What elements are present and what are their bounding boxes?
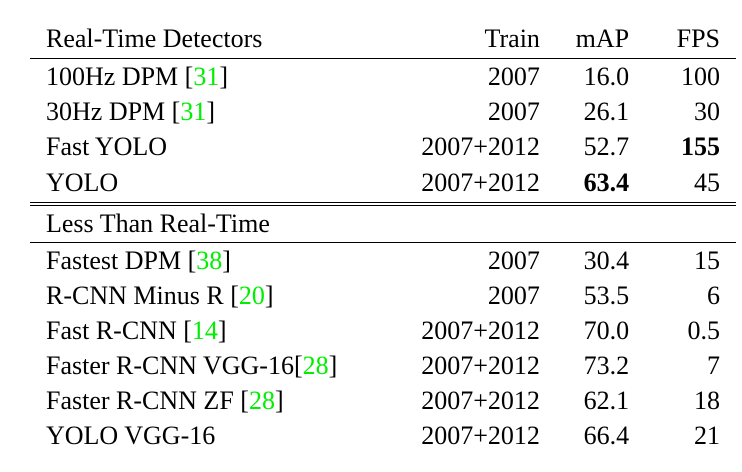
detector-name: Fast R-CNN [14] — [46, 315, 227, 345]
header-map: mAP — [539, 20, 630, 59]
detector-name: YOLO — [30, 164, 379, 206]
citation-link[interactable]: 28 — [248, 385, 275, 415]
detector-name: Faster R-CNN VGG-16[28] — [46, 350, 338, 380]
fps-cell: 21 — [694, 420, 720, 450]
table-row: YOLO 2007+2012 63.4 45 — [30, 164, 736, 206]
map-cell: 52.7 — [583, 131, 630, 161]
table-row: Fast YOLO 2007+2012 52.7 155 — [30, 129, 736, 164]
fps-cell-best: 155 — [681, 131, 720, 161]
citation-link[interactable]: 20 — [238, 280, 265, 310]
fps-cell: 100 — [681, 61, 720, 91]
train-cell: 2007 — [487, 280, 540, 310]
table-row: 30Hz DPM [31] 2007 26.1 30 — [30, 94, 736, 129]
map-cell: 26.1 — [583, 96, 630, 126]
detector-name: Fastest DPM [38] — [46, 245, 231, 275]
map-cell: 16.0 — [583, 61, 630, 91]
train-cell: 2007 — [487, 61, 540, 91]
table-row: YOLO VGG-16 2007+2012 66.4 21 — [30, 418, 736, 453]
citation-link[interactable]: 14 — [191, 315, 218, 345]
table-row: 100Hz DPM [31] 2007 16.0 100 — [30, 59, 736, 95]
citation-link[interactable]: 38 — [196, 245, 223, 275]
citation-link[interactable]: 31 — [180, 96, 207, 126]
train-cell: 2007 — [487, 245, 540, 275]
fps-cell: 18 — [694, 385, 720, 415]
detector-name: YOLO VGG-16 — [46, 420, 216, 450]
map-cell: 53.5 — [583, 280, 630, 310]
train-cell: 2007+2012 — [378, 164, 540, 206]
fps-cell: 7 — [707, 350, 720, 380]
fps-cell: 30 — [694, 96, 720, 126]
train-cell: 2007 — [487, 96, 540, 126]
header-train: Train — [378, 20, 540, 59]
fps-cell: 45 — [629, 164, 736, 206]
header-fps: FPS — [629, 20, 736, 59]
detector-name: 30Hz DPM [31] — [46, 96, 216, 126]
section-title: Less Than Real-Time — [30, 204, 379, 243]
header-detectors: Real-Time Detectors — [30, 20, 379, 59]
train-cell: 2007+2012 — [421, 131, 540, 161]
table-row: Fastest DPM [38] 2007 30.4 15 — [30, 243, 736, 279]
detector-name: R-CNN Minus R [20] — [46, 280, 274, 310]
map-cell: 66.4 — [583, 420, 630, 450]
map-cell: 62.1 — [583, 385, 630, 415]
fps-cell: 15 — [694, 245, 720, 275]
table-row: Faster R-CNN VGG-16[28] 2007+2012 73.2 7 — [30, 348, 736, 383]
detector-name: Faster R-CNN ZF [28] — [46, 385, 284, 415]
train-cell: 2007+2012 — [421, 385, 540, 415]
train-cell: 2007+2012 — [421, 350, 540, 380]
section-header-row: Less Than Real-Time — [30, 204, 736, 243]
table-row: R-CNN Minus R [20] 2007 53.5 6 — [30, 278, 736, 313]
citation-link[interactable]: 28 — [302, 350, 329, 380]
map-cell-best: 63.4 — [539, 164, 630, 206]
table-row: Faster R-CNN ZF [28] 2007+2012 62.1 18 — [30, 383, 736, 418]
fps-cell: 6 — [707, 280, 720, 310]
results-table-container: Real-Time Detectors Train mAP FPS 100Hz … — [30, 20, 736, 453]
map-cell: 70.0 — [583, 315, 630, 345]
citation-link[interactable]: 31 — [193, 61, 220, 91]
detector-comparison-table: Real-Time Detectors Train mAP FPS 100Hz … — [30, 20, 736, 453]
map-cell: 73.2 — [583, 350, 630, 380]
detector-name: 100Hz DPM [31] — [46, 61, 229, 91]
detector-name: Fast YOLO — [46, 131, 168, 161]
fps-cell: 0.5 — [687, 315, 721, 345]
map-cell: 30.4 — [583, 245, 630, 275]
header-row: Real-Time Detectors Train mAP FPS — [30, 20, 736, 59]
train-cell: 2007+2012 — [421, 315, 540, 345]
train-cell: 2007+2012 — [421, 420, 540, 450]
table-row: Fast R-CNN [14] 2007+2012 70.0 0.5 — [30, 313, 736, 348]
